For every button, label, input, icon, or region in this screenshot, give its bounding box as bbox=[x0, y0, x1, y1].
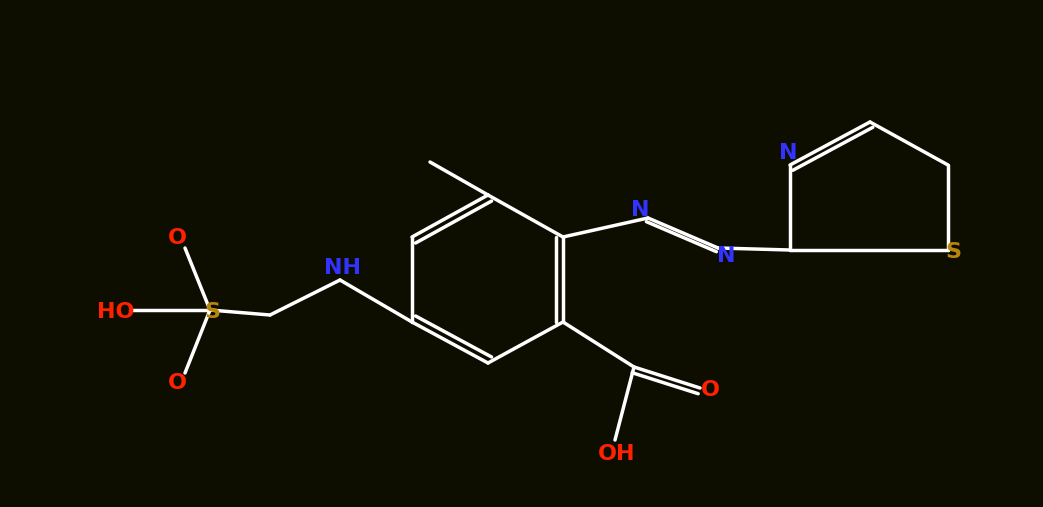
Text: N: N bbox=[631, 200, 649, 220]
Text: N: N bbox=[717, 246, 735, 266]
Text: N: N bbox=[779, 143, 797, 163]
Text: O: O bbox=[168, 228, 187, 248]
Text: HO: HO bbox=[97, 302, 135, 322]
Text: S: S bbox=[204, 302, 220, 322]
Text: O: O bbox=[701, 380, 720, 400]
Text: NH: NH bbox=[323, 258, 361, 278]
Text: O: O bbox=[168, 373, 187, 393]
Text: OH: OH bbox=[599, 444, 636, 464]
Text: S: S bbox=[945, 242, 961, 262]
